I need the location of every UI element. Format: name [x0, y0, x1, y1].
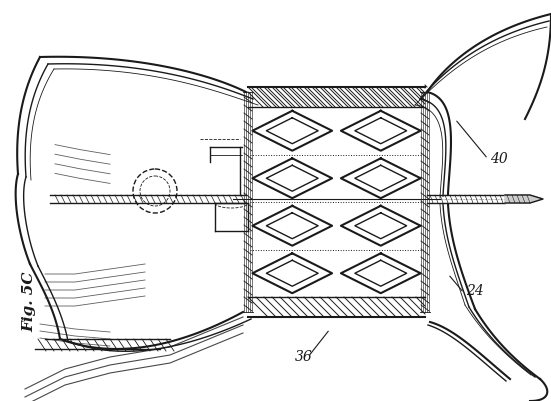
- Text: 24: 24: [466, 283, 484, 297]
- Text: 36: 36: [295, 349, 313, 363]
- Text: Fig. 5C: Fig. 5C: [22, 271, 36, 331]
- Polygon shape: [505, 196, 543, 203]
- Text: 40: 40: [490, 152, 508, 166]
